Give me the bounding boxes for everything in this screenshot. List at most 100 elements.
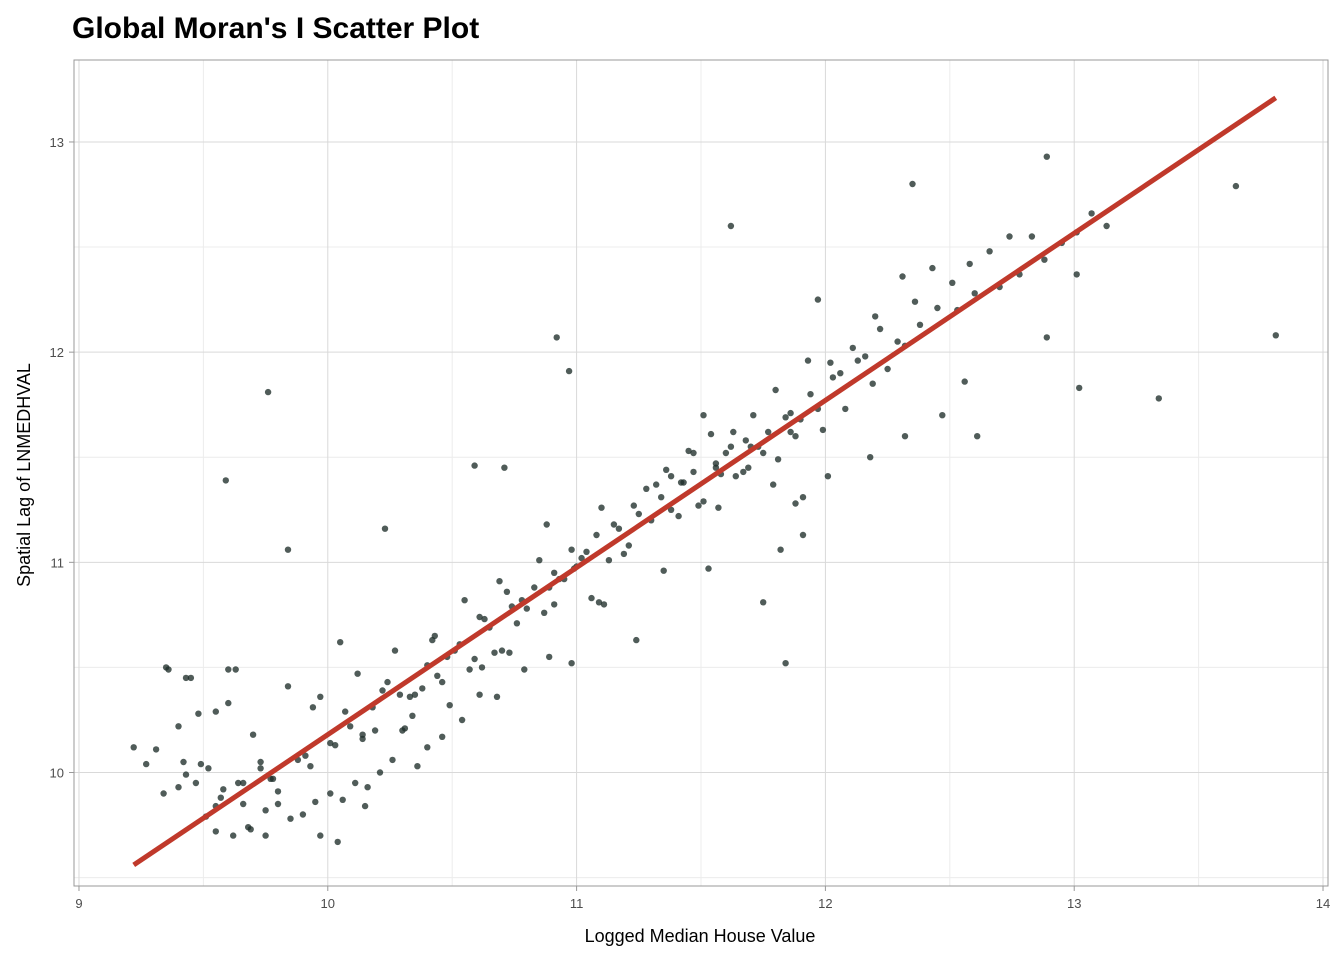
data-point <box>396 691 404 698</box>
data-point <box>974 433 981 440</box>
data-point <box>667 506 675 513</box>
data-point <box>411 691 419 698</box>
data-point <box>894 338 901 345</box>
data-point <box>884 365 891 373</box>
data-point <box>971 290 978 297</box>
data-point <box>551 569 558 576</box>
data-point <box>939 412 946 419</box>
data-point <box>496 578 503 585</box>
data-point <box>630 502 637 509</box>
data-point <box>837 370 844 377</box>
data-point <box>869 380 876 387</box>
data-point <box>414 763 421 770</box>
data-point <box>715 504 722 511</box>
data-point <box>376 769 384 776</box>
data-point <box>700 498 707 505</box>
data-point <box>1028 233 1036 240</box>
data-point <box>399 727 406 734</box>
data-point <box>929 264 936 272</box>
data-point <box>633 636 640 644</box>
data-point <box>772 386 779 394</box>
data-point <box>799 531 807 539</box>
data-point <box>961 378 968 385</box>
data-point <box>635 510 642 518</box>
data-point <box>274 800 282 808</box>
data-point <box>232 666 239 673</box>
data-point <box>180 758 187 766</box>
x-tick-label: 14 <box>1316 896 1330 911</box>
x-tick-label: 11 <box>570 896 584 911</box>
y-tick-label: 13 <box>50 135 64 150</box>
data-point <box>707 430 715 438</box>
data-point <box>498 647 506 654</box>
data-point <box>262 832 269 839</box>
data-point <box>695 502 702 509</box>
x-tick-label: 13 <box>1067 896 1081 911</box>
data-point <box>521 666 528 673</box>
data-point <box>476 691 483 698</box>
data-point <box>327 790 334 797</box>
x-tick-label: 9 <box>75 896 82 911</box>
data-point <box>379 687 386 694</box>
data-point <box>742 437 749 444</box>
data-point <box>620 550 628 558</box>
data-point <box>1232 182 1240 190</box>
data-point <box>130 744 137 751</box>
x-axis-label: Logged Median House Value <box>585 926 816 946</box>
data-point <box>867 454 874 461</box>
data-point <box>732 473 739 480</box>
data-point <box>730 428 737 436</box>
data-point <box>466 666 473 673</box>
data-point <box>804 357 812 364</box>
data-point <box>593 531 600 539</box>
data-point <box>384 678 391 686</box>
data-point <box>257 758 264 766</box>
data-point <box>909 180 916 188</box>
data-point <box>911 298 919 305</box>
data-point <box>872 313 879 320</box>
data-point <box>352 779 359 787</box>
data-point <box>565 367 573 375</box>
data-point <box>667 473 675 480</box>
data-point <box>899 273 906 280</box>
data-point <box>876 325 884 333</box>
data-point <box>361 802 369 810</box>
data-point <box>727 222 735 230</box>
data-point <box>287 815 294 822</box>
data-point <box>774 456 782 463</box>
data-point <box>212 828 219 835</box>
data-point <box>568 660 575 667</box>
data-points <box>130 153 1280 846</box>
data-point <box>541 609 548 616</box>
data-point <box>187 674 195 682</box>
data-point <box>1041 256 1048 263</box>
data-point <box>862 353 869 360</box>
data-point <box>949 279 956 286</box>
chart-title: Global Moran's I Scatter Plot <box>72 12 479 45</box>
data-point <box>327 739 334 747</box>
data-point <box>339 796 346 803</box>
data-point <box>371 727 379 734</box>
data-point <box>568 546 575 553</box>
data-point <box>162 664 170 671</box>
data-point <box>391 647 399 654</box>
data-point <box>685 447 692 455</box>
data-point <box>195 710 202 717</box>
data-point <box>600 601 608 608</box>
data-point <box>337 639 344 646</box>
data-point <box>546 653 553 661</box>
data-point <box>302 752 309 759</box>
data-point <box>663 466 670 473</box>
data-point <box>787 428 794 436</box>
data-point <box>986 248 993 255</box>
data-point <box>212 708 219 715</box>
data-point <box>513 620 521 627</box>
data-point <box>807 391 814 398</box>
data-point <box>264 388 272 396</box>
data-point <box>249 731 257 738</box>
data-point <box>235 779 242 787</box>
data-point <box>222 477 229 484</box>
data-point <box>849 344 856 352</box>
data-point <box>1006 233 1013 240</box>
